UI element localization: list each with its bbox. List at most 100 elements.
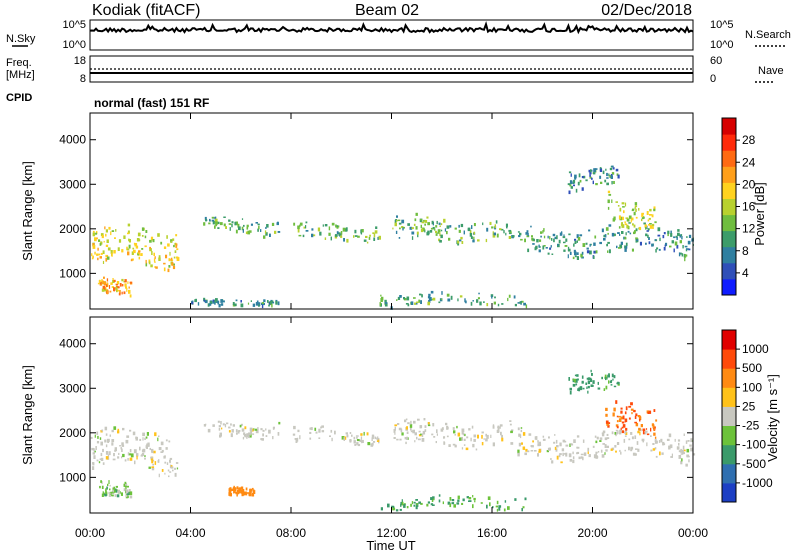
echo-cell — [587, 385, 590, 389]
echo-cell — [593, 255, 595, 259]
echo-cell — [278, 421, 281, 425]
echo-cell — [634, 202, 638, 206]
echo-cell — [660, 438, 663, 443]
echo-cell — [268, 301, 271, 305]
echo-cell — [677, 439, 681, 442]
echo-cell — [595, 451, 598, 454]
echo-cell — [631, 412, 633, 415]
echo-cell — [624, 202, 627, 207]
echo-cell — [594, 235, 597, 239]
echo-cell — [651, 423, 654, 427]
echo-cell — [237, 223, 240, 228]
echo-cell — [356, 437, 358, 439]
echo-cell — [659, 237, 661, 242]
echo-cell — [261, 438, 264, 441]
echo-cell — [439, 240, 442, 243]
echo-cell — [222, 423, 225, 426]
echo-cell — [257, 228, 259, 232]
echo-cell — [554, 434, 556, 436]
echo-cell — [132, 431, 136, 436]
echo-cell — [608, 380, 610, 384]
echo-cell — [269, 301, 273, 304]
echo-cell — [232, 424, 235, 427]
echo-cell — [144, 235, 147, 239]
colorbar-tick-label: -100 — [742, 438, 766, 452]
echo-cell — [521, 508, 523, 512]
echo-cell — [623, 210, 625, 214]
echo-cell — [207, 303, 210, 307]
echo-cell — [114, 237, 116, 239]
echo-cell — [115, 490, 117, 493]
echo-cell — [115, 229, 117, 232]
echo-cell — [142, 437, 144, 441]
echo-cell — [685, 254, 688, 257]
echo-cell — [243, 224, 245, 227]
x-tick-label: 12:00 — [376, 526, 406, 540]
echo-cell — [173, 244, 175, 248]
echo-cell — [234, 303, 237, 307]
echo-cell — [237, 489, 239, 493]
echo-cell — [247, 230, 251, 235]
echo-cell — [572, 451, 574, 455]
echo-cell — [418, 438, 421, 441]
echo-cell — [495, 505, 499, 508]
echo-cell — [100, 233, 104, 237]
echo-cell — [527, 233, 529, 237]
echo-cell — [109, 290, 112, 293]
echo-cell — [253, 490, 256, 494]
echo-cell — [633, 409, 636, 413]
echo-cell — [257, 223, 260, 226]
echo-cell — [667, 230, 670, 235]
echo-cell — [501, 434, 503, 438]
echo-cell — [144, 457, 146, 460]
echo-cell — [252, 303, 256, 307]
echo-cell — [142, 432, 145, 437]
echo-cell — [403, 503, 406, 508]
echo-cell — [92, 243, 95, 247]
echo-cell — [218, 427, 221, 431]
echo-cell — [678, 455, 682, 459]
echo-cell — [590, 369, 592, 373]
echo-cell — [676, 237, 678, 240]
echo-cell — [602, 443, 605, 445]
echo-cell — [454, 444, 457, 448]
echo-cell — [688, 459, 690, 463]
echo-cell — [394, 424, 398, 427]
echo-cell — [174, 243, 177, 245]
echo-cell — [600, 449, 603, 453]
echo-cell — [111, 429, 114, 433]
echo-cell — [500, 431, 502, 436]
echo-cell — [599, 241, 602, 245]
echo-cell — [685, 248, 688, 252]
echo-cell — [431, 433, 434, 436]
echo-cell — [625, 217, 629, 219]
echo-cell — [641, 438, 645, 442]
echo-cell — [594, 435, 597, 438]
echo-cell — [586, 250, 590, 254]
echo-cell — [107, 440, 110, 443]
echo-cell — [663, 247, 666, 251]
echo-cell — [236, 432, 238, 435]
echo-cell — [413, 501, 416, 504]
echo-cell — [641, 218, 643, 222]
echo-cell — [542, 245, 545, 250]
echo-cell — [411, 501, 414, 505]
echo-cell — [125, 489, 129, 494]
echo-cell — [682, 445, 685, 450]
echo-cell — [593, 168, 596, 173]
echo-cell — [151, 451, 154, 454]
echo-cell — [677, 232, 680, 236]
echo-cell — [612, 412, 615, 417]
echo-cell — [491, 295, 493, 299]
nave-right-label: Nave — [758, 65, 784, 77]
echo-cell — [678, 450, 682, 453]
echo-cell — [113, 489, 116, 493]
echo-cell — [263, 299, 266, 303]
echo-cell — [512, 235, 515, 238]
y-tick-label: 1000 — [59, 470, 86, 484]
echo-cell — [440, 428, 444, 432]
colorbar-segment — [722, 463, 736, 484]
echo-cell — [372, 232, 375, 234]
echo-cell — [678, 234, 681, 237]
echo-cell — [354, 235, 358, 237]
